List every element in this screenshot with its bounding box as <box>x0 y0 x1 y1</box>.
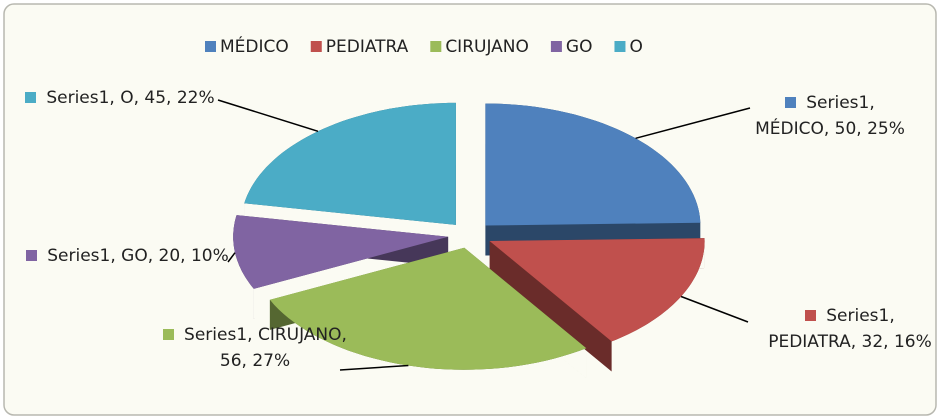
legend-label: MÉDICO <box>220 35 289 57</box>
data-label-box: Series1, PEDIATRA, 32, 16% <box>760 303 940 355</box>
legend-label: CIRUJANO <box>445 37 529 57</box>
legend-label: GO <box>566 37 593 57</box>
leader-line <box>339 364 409 371</box>
legend-key <box>310 41 322 52</box>
slice <box>269 247 587 370</box>
data-label: Series1, MÉDICO, 50, 25% <box>755 93 905 139</box>
data-label-box: Series1, O, 45, 22% <box>20 85 220 111</box>
legend-key <box>430 41 442 52</box>
legend-label: O <box>629 37 642 57</box>
data-label-key <box>163 329 175 340</box>
legend-key <box>614 41 626 52</box>
data-label: Series1, GO, 20, 10% <box>47 246 229 266</box>
data-label-box: Series1, CIRUJANO, 56, 27% <box>155 322 355 374</box>
data-label-box: Series1, MÉDICO, 50, 25% <box>755 90 905 142</box>
leader-line <box>635 107 751 140</box>
data-label-box: Series1, GO, 20, 10% <box>20 243 235 269</box>
data-label-key <box>26 250 38 261</box>
slice <box>233 215 449 289</box>
data-label: Series1, PEDIATRA, 32, 16% <box>768 306 932 352</box>
leader-line <box>227 252 236 263</box>
data-label: Series1, O, 45, 22% <box>46 88 215 108</box>
data-label-key <box>805 310 817 321</box>
legend-label: PEDIATRA <box>326 37 409 57</box>
legend-key <box>205 41 216 52</box>
slice <box>485 103 701 226</box>
slice <box>489 238 705 342</box>
leader-line <box>217 99 319 133</box>
data-label-key <box>785 97 797 108</box>
slice <box>244 102 456 225</box>
chart-area <box>3 3 937 416</box>
leader-line <box>680 295 749 323</box>
data-label-key <box>25 92 37 103</box>
data-label: Series1, CIRUJANO, 56, 27% <box>184 325 347 371</box>
legend-key <box>550 41 562 52</box>
